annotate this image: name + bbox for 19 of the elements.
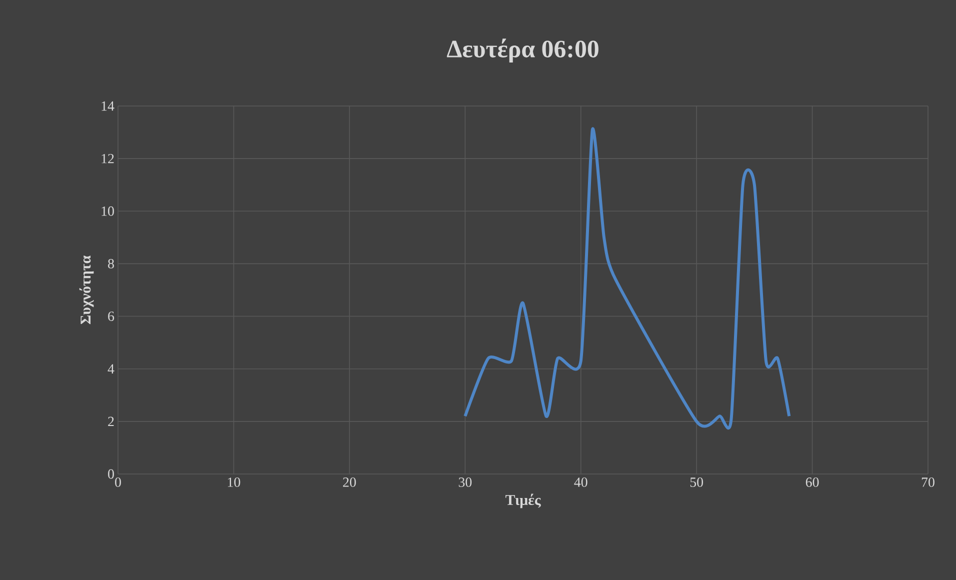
y-tick-label: 10 [102,206,114,216]
chart-title: Δευτέρα 06:00 [446,38,598,62]
x-tick-label: 20 [343,478,356,487]
y-tick-label: 14 [102,101,114,111]
y-tick-label: 2 [108,416,114,426]
y-axis-title: Συχνότητα [79,256,94,324]
x-tick-label: 70 [922,478,934,487]
y-tick-label: 8 [108,259,114,268]
y-tick-label: 4 [108,364,114,374]
y-tick-label: 6 [108,312,114,321]
y-tick-label: 0 [108,469,114,479]
x-tick-label: 30 [458,478,472,487]
x-axis-title: Τιμές [505,494,541,508]
x-tick-label: 40 [574,478,588,487]
x-tick-label: 60 [806,478,819,487]
x-tick-label: 50 [690,478,704,487]
x-tick-label: 10 [228,478,240,487]
y-tick-label: 12 [102,154,114,164]
x-tick-label: 0 [115,478,121,487]
